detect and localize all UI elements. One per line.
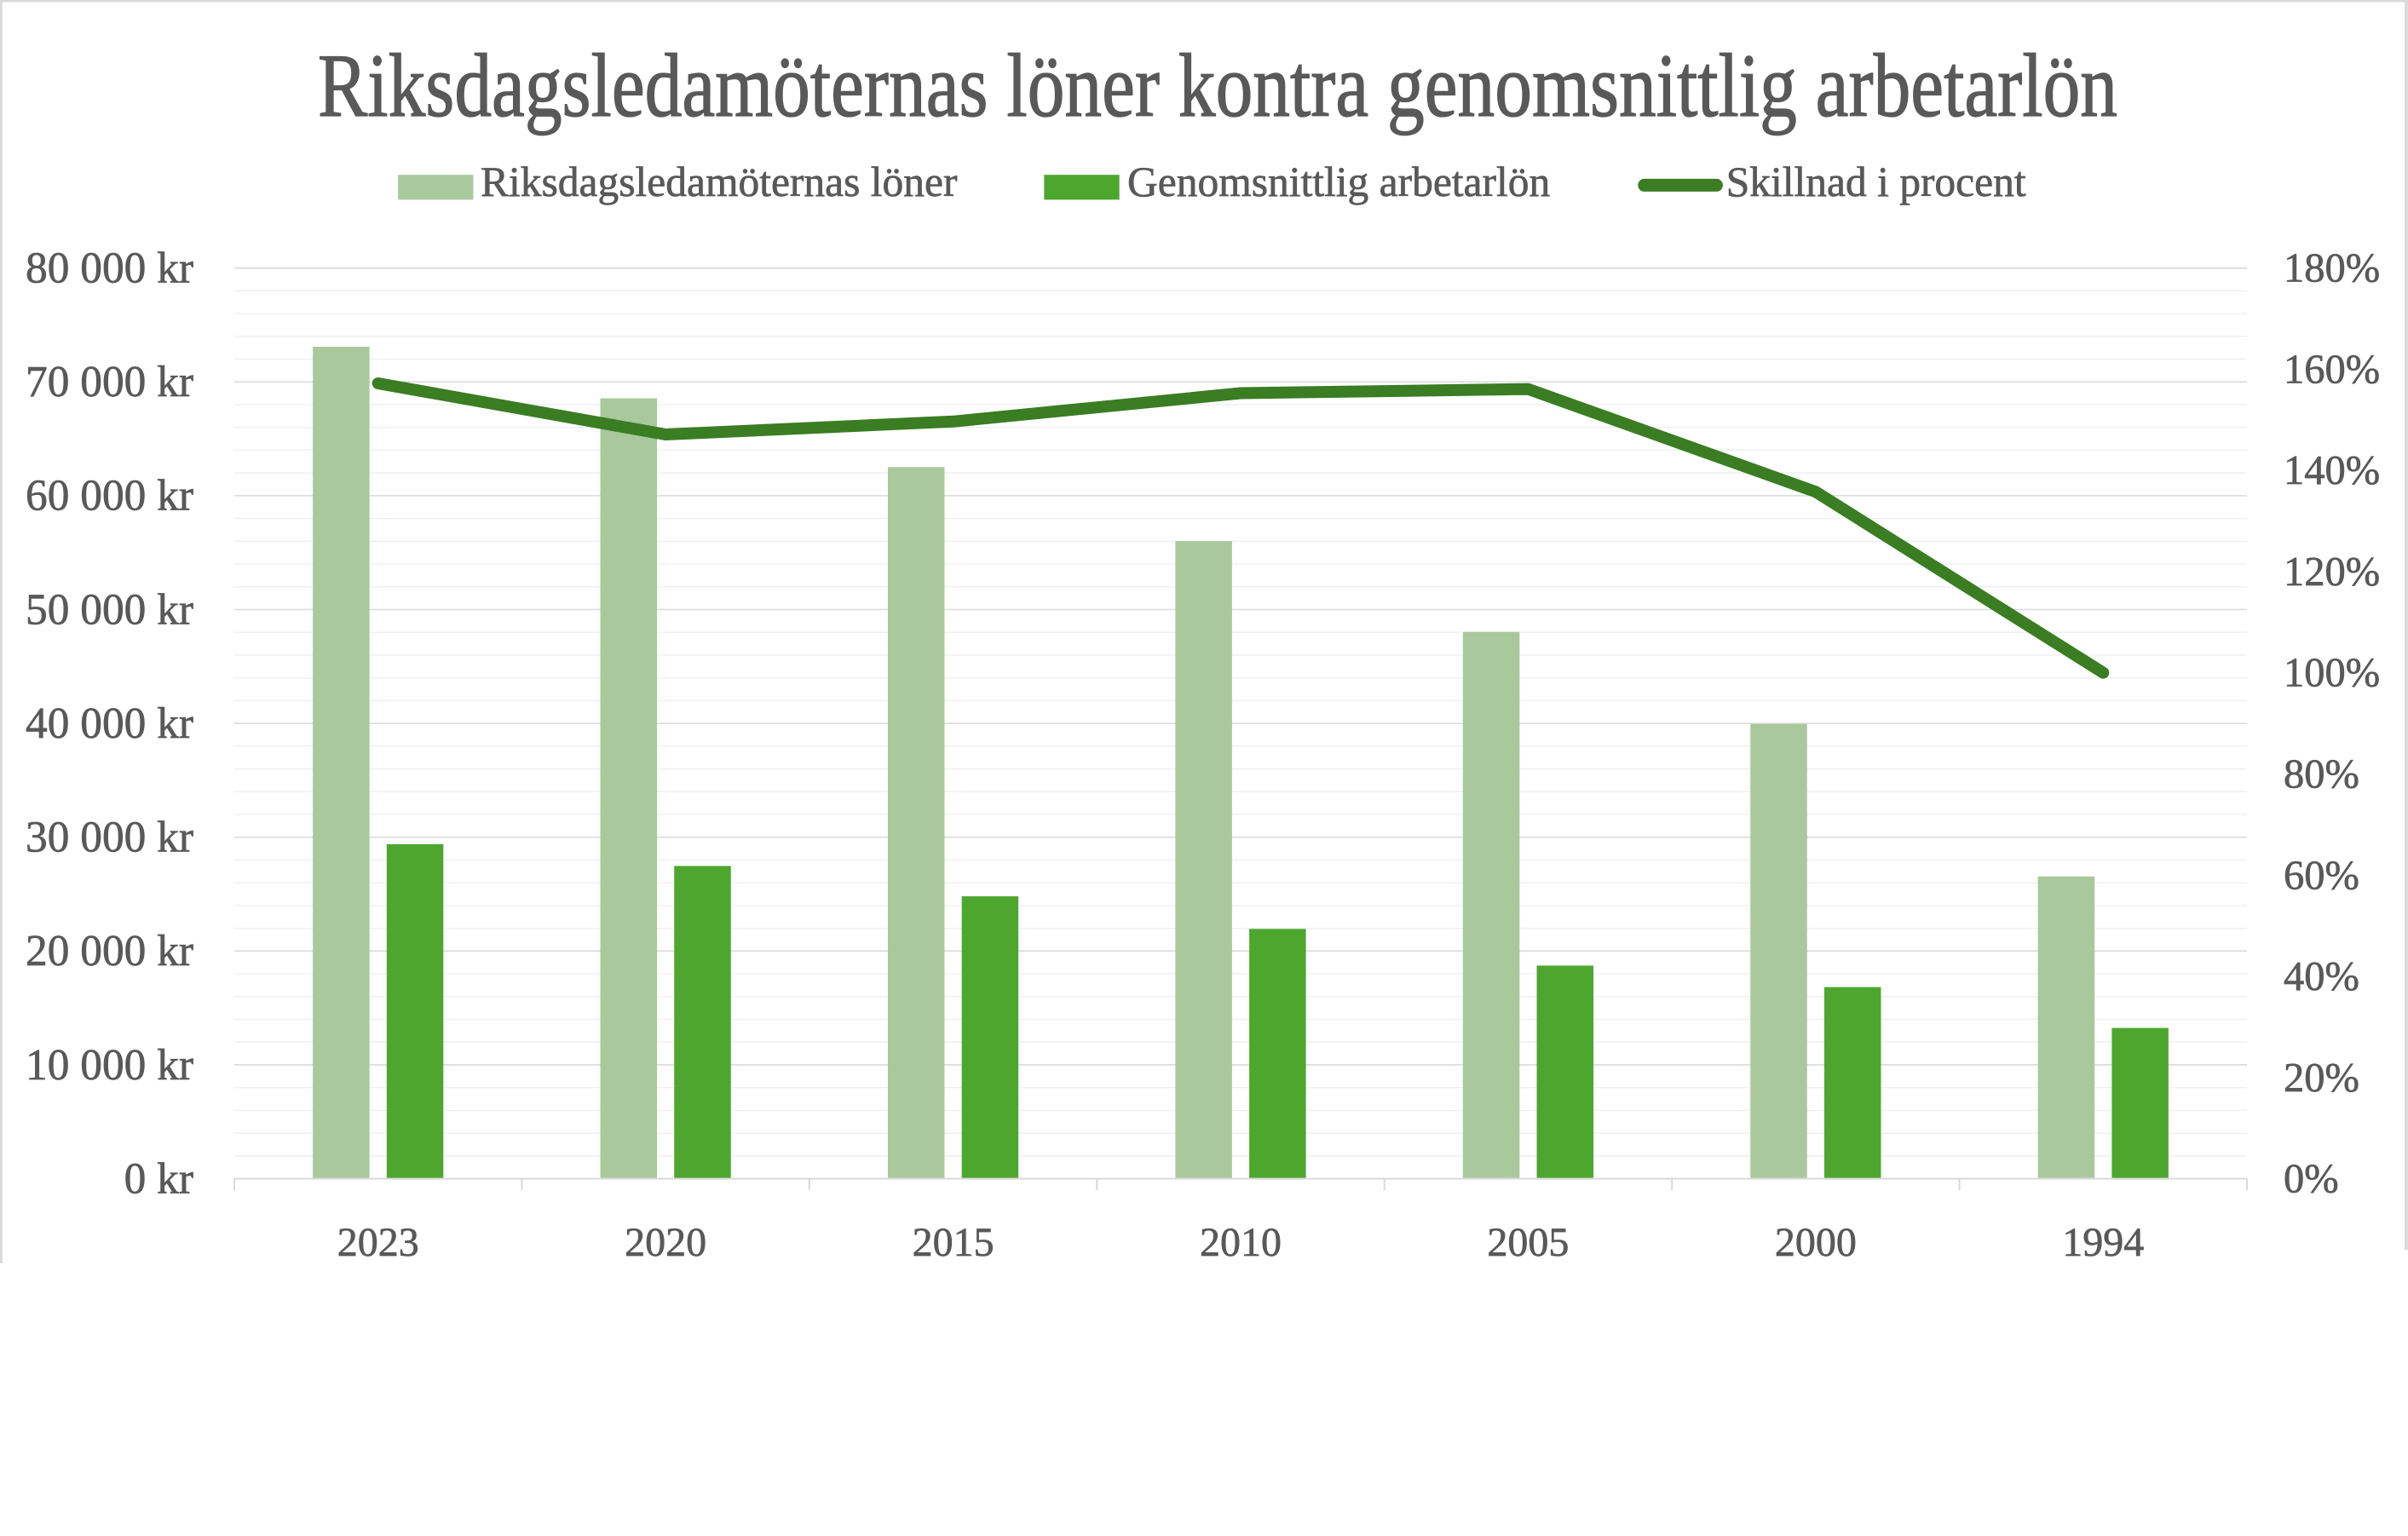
svg-text:140%: 140% [2284, 448, 2380, 493]
svg-text:Skillnad i procent: Skillnad i procent [1726, 158, 2026, 205]
svg-text:30 000 kr: 30 000 kr [26, 814, 193, 862]
svg-text:70 000 kr: 70 000 kr [26, 358, 193, 406]
svg-text:50 000 kr: 50 000 kr [26, 585, 193, 634]
svg-text:2023: 2023 [337, 1220, 419, 1265]
svg-text:20 000 kr: 20 000 kr [26, 927, 193, 975]
svg-text:2010: 2010 [1200, 1220, 1282, 1265]
svg-text:60%: 60% [2284, 853, 2359, 898]
svg-text:180%: 180% [2284, 246, 2380, 291]
svg-text:120%: 120% [2284, 549, 2380, 595]
svg-text:40 000 kr: 40 000 kr [26, 699, 193, 748]
svg-text:160%: 160% [2284, 347, 2380, 392]
svg-text:2015: 2015 [913, 1220, 994, 1265]
svg-text:2005: 2005 [1487, 1220, 1569, 1265]
svg-text:100%: 100% [2284, 651, 2380, 696]
svg-text:1994: 1994 [2062, 1220, 2144, 1265]
svg-text:Genomsnittlig arbetarlön: Genomsnittlig arbetarlön [1127, 158, 1550, 205]
svg-text:0%: 0% [2284, 1157, 2339, 1202]
svg-text:Riksdagsledamöternas löner kon: Riksdagsledamöternas löner kontra genoms… [318, 36, 2117, 135]
svg-text:60 000 kr: 60 000 kr [26, 472, 193, 521]
svg-text:20%: 20% [2284, 1056, 2359, 1101]
svg-text:10 000 kr: 10 000 kr [26, 1041, 193, 1090]
svg-text:2020: 2020 [625, 1220, 706, 1265]
svg-text:80%: 80% [2284, 752, 2359, 797]
svg-text:2000: 2000 [1775, 1220, 1857, 1265]
svg-text:0 kr: 0 kr [124, 1154, 193, 1203]
svg-text:40%: 40% [2284, 954, 2359, 999]
svg-text:80 000 kr: 80 000 kr [26, 244, 193, 292]
svg-text:Riksdagsledamöternas löner: Riksdagsledamöternas löner [481, 158, 958, 205]
